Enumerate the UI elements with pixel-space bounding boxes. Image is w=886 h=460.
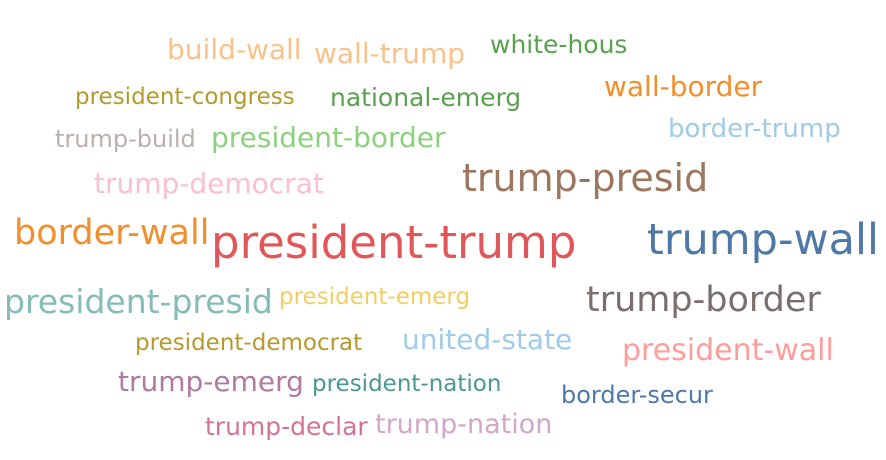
word-trump-border: trump-border (586, 280, 821, 320)
word-trump-democrat: trump-democrat (94, 167, 324, 200)
word-border-secur: border-secur (561, 381, 713, 409)
word-wall-border: wall-border (604, 70, 763, 103)
word-trump-wall: trump-wall (647, 215, 879, 265)
word-trump-emerg: trump-emerg (118, 365, 304, 398)
word-border-wall: border-wall (14, 213, 210, 253)
word-president-trump: president-trump (211, 216, 577, 269)
word-build-wall: build-wall (167, 33, 302, 66)
word-wall-trump: wall-trump (314, 37, 466, 70)
word-trump-build: trump-build (55, 125, 196, 153)
word-president-wall: president-wall (622, 333, 834, 368)
word-border-trump: border-trump (668, 114, 841, 144)
word-trump-declar: trump-declar (205, 412, 368, 441)
word-president-border: president-border (211, 121, 446, 154)
word-president-emerg: president-emerg (279, 284, 471, 310)
word-president-nation: president-nation (312, 371, 502, 397)
word-president-congress: president-congress (75, 84, 295, 110)
word-national-emerg: national-emerg (330, 83, 522, 112)
word-president-democrat: president-democrat (135, 330, 363, 356)
word-united-state: united-state (402, 323, 573, 356)
word-white-hous: white-hous (490, 30, 628, 59)
word-president-presid: president-presid (4, 282, 273, 321)
word-trump-presid: trump-presid (462, 156, 709, 200)
word-trump-nation: trump-nation (375, 409, 553, 440)
